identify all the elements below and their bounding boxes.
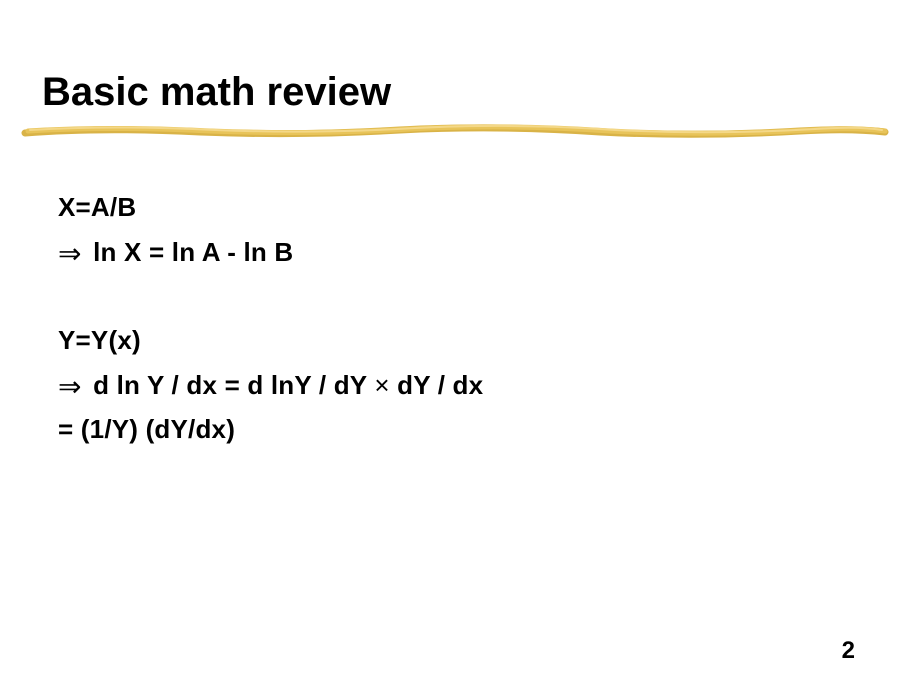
body-line: ⇒ ln X = ln A - ln B	[58, 229, 870, 275]
text-segment: X=A/B	[58, 192, 136, 222]
text-segment: d ln Y / dx = d lnY / dY	[86, 370, 375, 400]
text-segment: dY / dx	[390, 370, 484, 400]
text-segment: ln X = ln A - ln B	[86, 237, 294, 267]
times-symbol-icon: ×	[374, 370, 389, 400]
slide-title: Basic math review	[42, 70, 870, 115]
body-line: Y=Y(x)	[58, 319, 870, 362]
body-line: X=A/B	[58, 186, 870, 229]
implies-arrow-icon: ⇒	[58, 364, 82, 410]
body-line: ⇒ d ln Y / dx = d lnY / dY × dY / dx	[58, 362, 870, 408]
title-underline	[20, 121, 890, 141]
text-segment: Y=Y(x)	[58, 325, 141, 355]
body-line: = (1/Y) (dY/dx)	[58, 408, 870, 451]
slide: Basic math review X=A/B ⇒ ln X = ln A - l…	[0, 0, 920, 690]
page-number: 2	[842, 637, 855, 665]
text-segment: = (1/Y) (dY/dx)	[58, 414, 235, 444]
implies-arrow-icon: ⇒	[58, 231, 82, 277]
slide-body: X=A/B ⇒ ln X = ln A - ln B Y=Y(x) ⇒ d ln Y …	[50, 186, 870, 451]
